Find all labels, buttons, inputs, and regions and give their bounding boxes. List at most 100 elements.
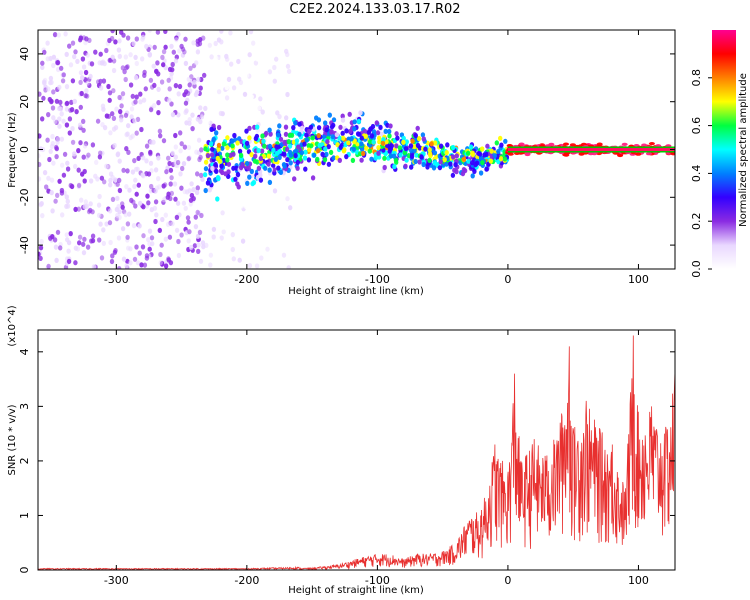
spectrogram-cell-382 — [88, 73, 93, 79]
spectrogram-cell-493 — [126, 149, 131, 155]
spectrogram-cell-766 — [281, 252, 287, 258]
spectrogram-cell-293 — [126, 123, 131, 129]
spectrogram-cell-1042 — [484, 166, 489, 172]
spectrogram-cell-43 — [51, 54, 57, 60]
spectrogram-cell-811 — [285, 51, 290, 58]
spectrogram-cell-807 — [205, 119, 211, 125]
spectrogram-cell-312 — [42, 77, 48, 83]
spectrogram-cell-602 — [124, 65, 129, 71]
spectrogram-cell-337 — [193, 224, 199, 230]
spectrogram-cell-1333 — [304, 132, 309, 138]
x-tick-label-2: -100 — [365, 574, 390, 587]
spectrogram-line-core — [507, 148, 675, 151]
spectrogram-cell-647 — [79, 90, 84, 97]
colorbar-tick-label-0: 0.0 — [690, 260, 703, 278]
spectrogram-cell-804 — [236, 58, 241, 65]
spectrogram-cell-681 — [195, 41, 200, 48]
spectrogram-cell-696 — [259, 255, 264, 261]
spectrogram-cell-1686 — [442, 157, 447, 163]
colorbar-tick-label-2: 0.4 — [690, 165, 703, 183]
spectrogram-cell-176 — [127, 211, 132, 217]
spectrogram-cell-661 — [173, 196, 178, 202]
spectrogram-cell-391 — [186, 156, 191, 162]
spectrogram-cell-764 — [219, 55, 224, 61]
spectrogram-cell-1271 — [216, 142, 222, 148]
spectrogram-cell-511 — [196, 248, 201, 254]
spectrogram-cell-2060 — [596, 142, 603, 146]
spectrogram-cell-548 — [127, 187, 132, 193]
spectrogram-cell-1724 — [266, 161, 271, 167]
x-tick-label-1: -200 — [234, 574, 259, 587]
spectrogram-cell-682 — [179, 141, 184, 147]
spectrogram-cell-75 — [198, 105, 203, 111]
spectrogram-cell-1595 — [258, 177, 264, 183]
spectrogram-cell-541 — [177, 48, 182, 54]
spectrogram-cell-631 — [117, 177, 122, 183]
spectrogram-cell-1599 — [235, 140, 240, 146]
spectrogram-cell-752 — [243, 244, 249, 250]
spectrogram-cell-789 — [215, 204, 221, 210]
spectrogram-cell-808 — [267, 69, 273, 75]
spectrogram-cell-530 — [152, 82, 157, 88]
spectrogram-cell-984 — [425, 164, 430, 170]
spectrogram-cell-546 — [119, 117, 124, 123]
spectrogram-cell-526 — [163, 30, 168, 34]
spectrogram-cell-1751 — [496, 148, 501, 155]
spectrogram-cell-706 — [204, 242, 209, 248]
spectrogram-cell-1596 — [221, 141, 227, 147]
spectrogram-cell-1144 — [377, 139, 382, 145]
spectrogram-cell-1368 — [202, 172, 208, 178]
spectrogram-cell-1647 — [306, 128, 312, 135]
spectrogram-cell-241 — [104, 47, 109, 54]
spectrogram-cell-1374 — [276, 144, 281, 150]
spectrogram-cell-1384 — [468, 144, 474, 150]
spectrogram-cell-370 — [114, 206, 120, 213]
spectrogram-cell-197 — [107, 90, 113, 96]
spectrogram-cell-462 — [186, 76, 191, 82]
spectrogram-cell-461 — [111, 126, 117, 132]
spectrogram-cell-1513 — [369, 133, 375, 139]
snr-y-ticks: 0 1 2 3 4 — [18, 348, 675, 574]
spectrogram-cell-659 — [167, 97, 172, 103]
spectrogram-cell-1712 — [415, 142, 421, 149]
spectrogram-cell-928 — [387, 133, 392, 139]
spectrogram-cell-400 — [141, 155, 146, 161]
spectrogram-cell-705 — [272, 78, 277, 84]
spectrogram-cell-670 — [39, 201, 44, 207]
spectrogram-cell-1757 — [273, 156, 278, 162]
spectrogram-cell-469 — [86, 152, 91, 158]
spectrogram-cell-435 — [78, 104, 84, 110]
spectrogram-cell-66 — [76, 184, 82, 190]
spectrogram-cell-53 — [42, 170, 48, 176]
spectrogram-cell-308 — [165, 221, 171, 227]
spectrogram-cell-1516 — [356, 118, 361, 124]
spectrogram-cell-274 — [136, 155, 141, 161]
spectrogram-cell-380 — [182, 189, 187, 195]
spectrogram-cell-309 — [41, 79, 47, 85]
spectrogram-cell-607 — [195, 209, 200, 215]
spectrogram-cell-590 — [123, 76, 128, 83]
spectrogram-cell-498 — [164, 169, 169, 175]
spectrogram-cell-369 — [90, 233, 96, 239]
spectrogram-cell-831 — [233, 62, 238, 69]
spectrogram-cell-306 — [174, 227, 180, 233]
spectrogram-cell-240 — [46, 112, 51, 118]
spectrogram-cell-809 — [211, 234, 216, 240]
spectrogram-cell-1427 — [214, 168, 219, 174]
spectrogram-cell-850 — [203, 187, 208, 194]
spectrogram-cell-555 — [67, 43, 72, 49]
spectrogram-cell-687 — [120, 226, 126, 232]
spectrogram-cell-1075 — [288, 160, 293, 166]
spectrogram-cell-1543 — [451, 144, 456, 151]
spectrogram-cell-147 — [64, 106, 70, 112]
spectrogram-cell-300 — [137, 250, 142, 256]
spectrogram-cell-528 — [45, 137, 50, 143]
spectrogram-cell-317 — [108, 130, 113, 136]
spectrogram-cell-1138 — [306, 157, 312, 163]
spectrogram-cell-594 — [72, 98, 78, 104]
y-tick-label-2: 0 — [18, 146, 31, 153]
spectrogram-cell-535 — [49, 190, 54, 196]
spectrogram-cell-292 — [161, 197, 167, 203]
colorbar-tick-label-4: 0.8 — [690, 69, 703, 87]
spectrogram-cell-1183 — [299, 125, 304, 131]
